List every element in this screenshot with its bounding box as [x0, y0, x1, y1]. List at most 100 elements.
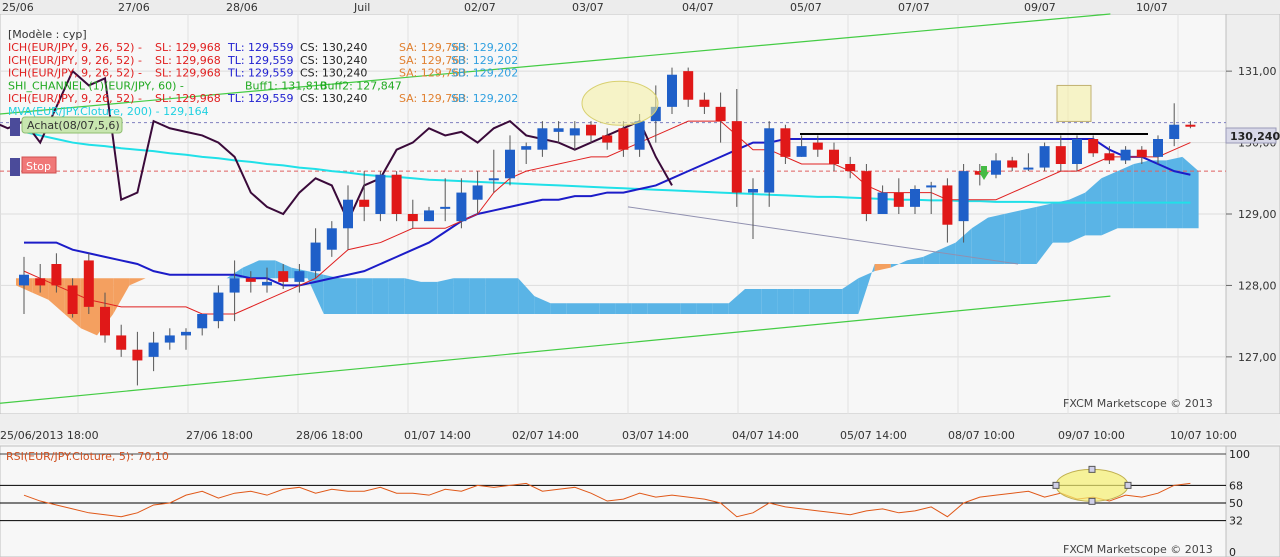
legend-value: SB: 129,202	[451, 41, 518, 54]
top-date-label: 07/07	[898, 1, 930, 14]
rsi-watermark: FXCM Marketscope © 2013	[1063, 543, 1213, 556]
candle-body	[553, 128, 564, 132]
cloud-segment	[777, 289, 794, 314]
candle-body	[650, 106, 661, 122]
date-label: 09/07 10:00	[1058, 429, 1125, 442]
rsi-handle	[1052, 481, 1060, 489]
date-label: 25/06/2013 18:00	[0, 429, 99, 442]
legend-line-name: ICH(EUR/JPY, 9, 26, 52) -	[8, 41, 142, 54]
cloud-segment	[664, 303, 681, 314]
candle-body	[1185, 124, 1196, 127]
highlight-ellipse	[581, 80, 659, 126]
cloud-segment	[858, 264, 875, 314]
candle-body	[132, 349, 143, 361]
candle-body	[521, 146, 532, 150]
legend-value: CS: 130,240	[300, 41, 367, 54]
stop-order-label: Stop	[26, 160, 51, 173]
candle-body	[326, 228, 337, 250]
price-tick-label: 127,00	[1238, 351, 1277, 364]
grid	[0, 14, 1226, 414]
candle-body	[586, 124, 596, 136]
candle-body	[893, 192, 904, 207]
candle-body	[245, 278, 256, 282]
candle-body	[505, 149, 515, 179]
rsi-handle	[1124, 481, 1132, 489]
cloud-segment	[631, 303, 648, 314]
legend-line-name: SHI_CHANNEL (1)(EUR/JPY, 60) -	[8, 79, 184, 92]
cloud-segment	[793, 289, 810, 314]
candle-body	[748, 189, 758, 193]
candle-body	[861, 171, 872, 214]
cloud-segment	[745, 289, 762, 314]
legend-value: Buff1: 131,810	[245, 79, 327, 92]
cloud-segment	[809, 289, 826, 314]
top-date-label: 09/07	[1024, 1, 1056, 14]
candle-body	[488, 178, 499, 181]
cloud-segment	[566, 303, 583, 314]
mva-line	[23, 130, 1191, 204]
kijun-line	[24, 138, 1191, 287]
candle-body	[910, 189, 920, 207]
date-axis: 25/06/2013 18:00 27/06 18:00 28/06 18:00 01…	[0, 429, 1237, 442]
price-tick-label: 131,00	[1238, 65, 1277, 78]
candle-body	[213, 292, 224, 322]
current-price-tag: 130,240	[1225, 127, 1280, 144]
cloud-segment	[1004, 210, 1021, 264]
top-date-label: 25/06	[2, 1, 34, 14]
cloud-segment	[826, 289, 843, 314]
legend-value: TL: 129,559	[227, 41, 294, 54]
candle-body	[1104, 153, 1115, 161]
rsi-label: RSI(EUR/JPY.Cloture, 5): 70,10	[6, 450, 169, 463]
candle-body	[51, 264, 62, 286]
cloud-segment	[453, 278, 470, 314]
rsi-panel[interactable]	[0, 445, 1227, 557]
cloud-segment	[242, 260, 259, 279]
rsi-handle	[1088, 497, 1096, 505]
cloud-segment	[550, 303, 567, 314]
candle-body	[683, 71, 694, 100]
top-date-label: 02/07	[464, 1, 496, 14]
date-label: 04/07 14:00	[732, 429, 799, 442]
cloud-segment	[1117, 164, 1134, 229]
date-axis-panel	[0, 414, 1280, 444]
date-label: 10/07 10:00	[1170, 429, 1237, 442]
cloud-segment	[485, 278, 502, 314]
ichimoku-cloud	[16, 156, 1199, 336]
legend-value: CS: 130,240	[300, 92, 367, 105]
buy-order-marker[interactable]: Achat(08/07,5,6)	[10, 116, 123, 136]
legend-value: TL: 129,559	[227, 54, 294, 67]
candle-body	[67, 285, 78, 314]
candle-body	[715, 106, 726, 122]
model-label: [Modèle : cyp]	[8, 28, 87, 41]
candle-body	[1120, 149, 1131, 161]
candle-body	[278, 271, 289, 282]
candle-body	[1153, 139, 1163, 157]
candle-body	[764, 128, 775, 193]
legend-value: SA: 129,763	[399, 54, 466, 67]
top-date-strip	[0, 0, 1280, 14]
cloud-segment	[323, 274, 340, 314]
date-label: 01/07 14:00	[404, 429, 471, 442]
candle-body	[100, 306, 110, 336]
cloud-segment	[372, 278, 389, 314]
cloud-segment	[647, 303, 664, 314]
legend-value: SL: 129,968	[155, 67, 221, 80]
legend-value: SL: 129,968	[155, 54, 221, 67]
candle-body	[602, 135, 613, 143]
candle-body	[310, 242, 321, 272]
cloud-segment	[696, 303, 713, 314]
highlight-box	[1056, 84, 1092, 122]
legend-value: SL: 129,968	[155, 41, 221, 54]
stop-order-marker[interactable]: Stop	[10, 156, 57, 176]
trend-line	[627, 206, 1019, 265]
candle-body	[1039, 146, 1050, 168]
candle-body	[1136, 149, 1147, 157]
legend-value: SA: 129,763	[399, 41, 466, 54]
cloud-segment	[583, 303, 600, 314]
candle-body	[262, 281, 272, 286]
cloud-segment	[761, 289, 778, 314]
rsi-axis-panel	[1225, 445, 1280, 557]
candle-body	[181, 331, 191, 336]
cloud-segment	[1052, 199, 1069, 243]
cloud-segment	[113, 278, 130, 314]
